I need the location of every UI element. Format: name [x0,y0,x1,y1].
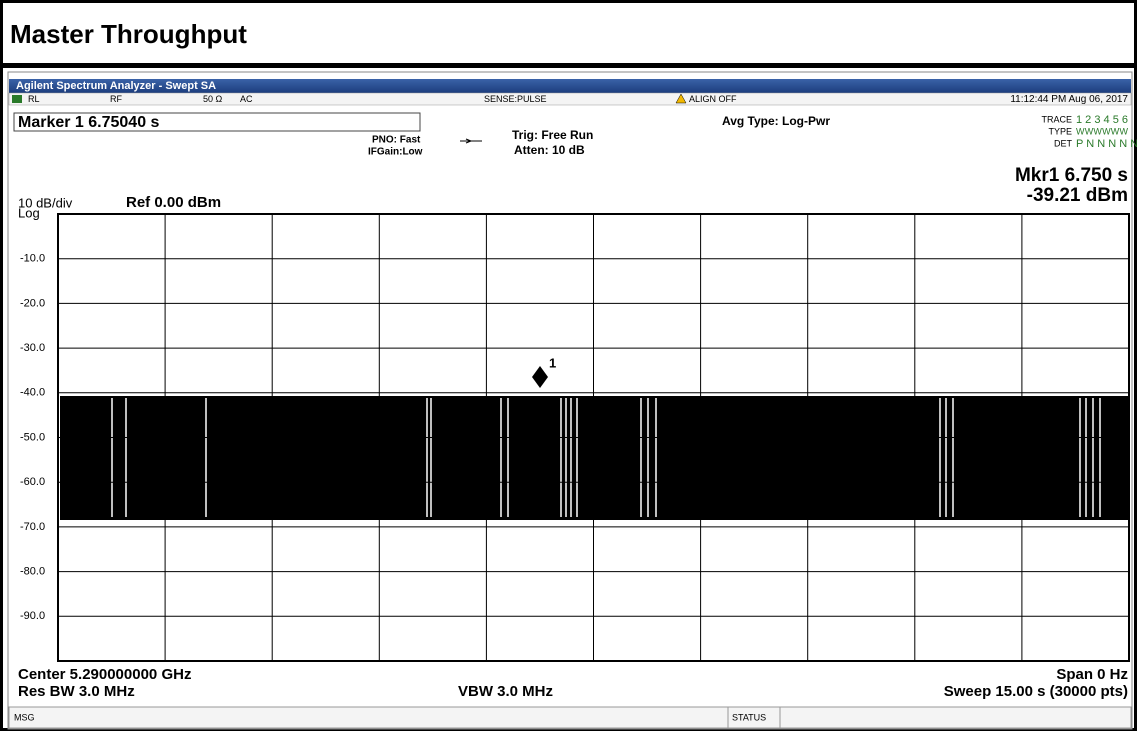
span: Span 0 Hz [1056,666,1128,683]
sense: SENSE:PULSE [484,94,547,104]
res-bw: Res BW 3.0 MHz [18,683,135,700]
scale-div: 10 dB/div [18,195,73,210]
rl: RL [28,94,40,104]
mkr-readout-2: -39.21 dBm [1027,185,1128,206]
warning-icon [675,93,687,104]
trig: Trig: Free Run [512,128,593,142]
impedance: 50 Ω [203,94,223,104]
trace-values: 1 2 3 4 5 6 [1076,114,1128,126]
scale-mode: Log [18,205,40,220]
y-label: -50.0 [20,431,45,443]
center: Center 5.290000000 GHz [18,666,191,683]
det-values: P N N N N N [1076,138,1137,150]
coupling: AC [240,94,253,104]
y-label: -90.0 [20,610,45,622]
y-label: -80.0 [20,566,45,578]
y-label: -30.0 [20,342,45,354]
type-label: TYPE [1048,126,1072,136]
y-label: -60.0 [20,476,45,488]
marker-id: 1 [549,355,556,370]
ifgain: IFGain:Low [368,147,423,158]
statusbar [8,706,1132,729]
marker-diamond [532,366,548,388]
status: STATUS [732,712,766,722]
type-values: WWWWWW [1076,126,1129,136]
y-label: -10.0 [20,253,45,265]
plot: 1 [57,213,1130,662]
trace-label: TRACE [1041,114,1072,124]
plot-border [57,213,1130,662]
window-titlebar [9,79,1131,93]
trig-arrow [460,138,482,144]
divider [0,63,1137,68]
window-title: Agilent Spectrum Analyzer - Swept SA [16,80,216,92]
vbw: VBW 3.0 MHz [458,683,553,700]
rf: RF [110,94,122,104]
page-title: Master Throughput [10,19,247,49]
status-row [8,92,1132,106]
align: ALIGN OFF [689,94,737,104]
status-icon [12,95,22,103]
y-label: -70.0 [20,521,45,533]
avg-type: Avg Type: Log-Pwr [722,114,830,128]
det-label: DET [1054,138,1073,148]
datetime: 11:12:44 PM Aug 06, 2017 [1010,94,1128,105]
mkr-readout-1: Mkr1 6.750 s [1015,165,1128,186]
y-label: -40.0 [20,387,45,399]
marker-box [13,112,421,132]
sweep: Sweep 15.00 s (30000 pts) [944,683,1128,700]
atten: Atten: 10 dB [514,143,585,157]
ref-level: Ref 0.00 dBm [126,194,221,211]
marker: Marker 1 6.75040 s [18,114,160,131]
msg: MSG [14,712,35,722]
pno: PNO: Fast [372,135,421,146]
y-label: -20.0 [20,297,45,309]
